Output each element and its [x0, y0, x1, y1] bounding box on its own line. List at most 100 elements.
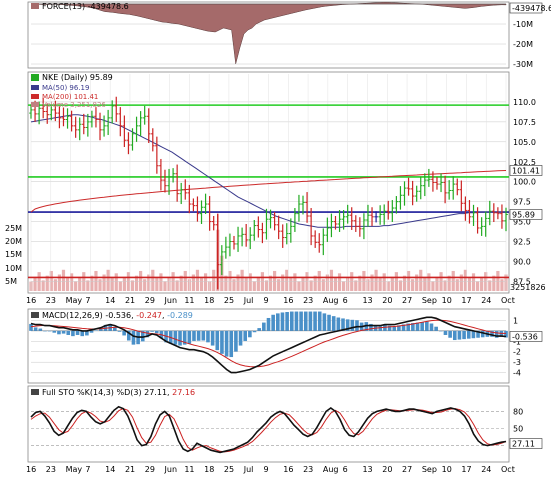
volume-bar [500, 279, 504, 291]
macd-histogram-bar [434, 326, 438, 331]
ma200-value-badge: 101.41 [512, 166, 540, 175]
macd-histogram-bar [29, 323, 33, 331]
x-axis-label: 25 [224, 296, 234, 305]
macd-histogram-bar [355, 320, 359, 331]
volume-bar [147, 274, 151, 291]
volume-bar [159, 273, 163, 291]
x-axis-label: Jun [164, 296, 178, 305]
x-axis-label: 24 [481, 296, 491, 305]
macd-histogram-bar [80, 330, 85, 337]
volume-bar [268, 275, 273, 291]
macd-histogram-bar [234, 330, 238, 352]
macd-histogram-bar [187, 330, 192, 344]
x-axis-label: 14 [105, 296, 115, 305]
ma200-legend-text: MA(200) 101.41 [42, 93, 98, 101]
macd-histogram-bar [471, 330, 476, 339]
macd-histogram-bar [61, 330, 66, 334]
x-axis-label-bottom: 29 [145, 465, 155, 474]
force-legend: FORCE(13) -439478.6 [31, 2, 129, 11]
volume-bar [293, 273, 297, 291]
price-y-tick: 102.5 [513, 158, 536, 167]
x-axis-label: 9 [264, 296, 269, 305]
sto-y-tick: 50 [513, 425, 523, 434]
volume-bar [183, 270, 187, 291]
macd-histogram-bar [99, 328, 103, 331]
volume-bar [236, 274, 240, 291]
x-axis-label: 13 [362, 296, 372, 305]
price-y-tick: 92.5 [513, 238, 531, 247]
volume-bar [224, 275, 228, 291]
macd-histogram-bar [182, 330, 187, 345]
x-axis-label: 27 [402, 296, 412, 305]
macd-histogram-bar [336, 317, 341, 331]
macd-histogram-bar [299, 311, 303, 331]
volume-bar [313, 275, 317, 291]
volume-bar [102, 274, 106, 291]
volume-bar [86, 280, 90, 291]
macd-histogram-bar [364, 322, 369, 331]
macd-histogram-bar [178, 330, 182, 346]
macd-histogram-bar [322, 313, 327, 331]
macd-histogram-bar [369, 323, 373, 331]
price-plot: 25M 20M 15M 10M 5M 110.0 107.5 105.0 102.5 100.0 9… [5, 74, 546, 292]
volume-bar [155, 278, 159, 291]
macd-histogram-bar [131, 330, 136, 345]
force-area [31, 2, 507, 65]
macd-y-tick: -4 [513, 369, 521, 378]
force-value-badge: -439478.6 [512, 4, 551, 13]
macd-histogram-bar [38, 328, 43, 331]
macd-histogram-bar [392, 326, 397, 331]
x-axis-label: 16 [283, 296, 293, 305]
macd-histogram-bar [224, 330, 229, 357]
sto-y-tick: 80 [513, 407, 523, 416]
macd-histogram-bar [215, 330, 220, 351]
macd-histogram-bar [397, 325, 401, 331]
macd-histogram-bar [341, 318, 345, 331]
x-axis-label-bottom: 10 [442, 465, 452, 474]
volume-bar [191, 274, 195, 291]
macd-histogram-bar [494, 330, 499, 338]
volume-bar [203, 273, 208, 291]
volume-bar [378, 278, 382, 291]
macd-histogram-bar [490, 330, 494, 337]
volume-bar [110, 278, 114, 291]
volume-bar [199, 278, 204, 291]
macd-histogram-bar [415, 322, 420, 331]
sto-d-line [30, 408, 507, 453]
macd-histogram-bar [289, 311, 294, 331]
x-axis-label-bottom: 18 [204, 465, 214, 474]
x-axis: 16162323MayMay77141421212929JunJun111118… [26, 296, 515, 474]
macd-legend-name: MACD(12,26,9) [42, 311, 103, 320]
macd-histogram-bar [452, 330, 457, 341]
volume-bar [122, 276, 126, 291]
volume-legend-text: Volume 3,251,826 [42, 101, 106, 109]
price-y-tick: 90.0 [513, 257, 531, 266]
macd-histogram-bar [303, 311, 308, 331]
macd-histogram-bar [252, 330, 257, 333]
force-y-tick: -20M [513, 40, 533, 49]
volume-bar [366, 279, 370, 291]
price-value-badge: 95.89 [512, 210, 535, 219]
macd-histogram-bar [33, 327, 38, 331]
macd-histogram-bar [420, 322, 424, 331]
volume-bar [329, 269, 334, 291]
sto-legend-d: 27.16 [172, 388, 195, 397]
force-plot: -10M -20M -30M -439478.6 [31, 2, 551, 69]
macd-histogram-bar [411, 323, 415, 331]
volume-bar [398, 280, 403, 291]
volume-bar [163, 281, 167, 291]
force-legend-text: FORCE(13) -439478.6 [42, 2, 129, 11]
macd-histogram-bar [327, 314, 331, 331]
volume-y-tick: 20M [5, 237, 22, 246]
macd-histogram-bar [401, 324, 406, 331]
macd-histogram-bar [383, 324, 387, 331]
volume-bar [301, 276, 305, 291]
volume-bar [443, 280, 447, 291]
volume-bar [61, 269, 66, 291]
macd-line [30, 316, 507, 374]
volume-bar [139, 270, 143, 291]
volume-bar [175, 280, 179, 291]
x-axis-label: 23 [303, 296, 313, 305]
volume-y-tick: 15M [5, 250, 22, 259]
sto-legend-name: Full STO %K(14,3) %D(3) [42, 388, 142, 397]
